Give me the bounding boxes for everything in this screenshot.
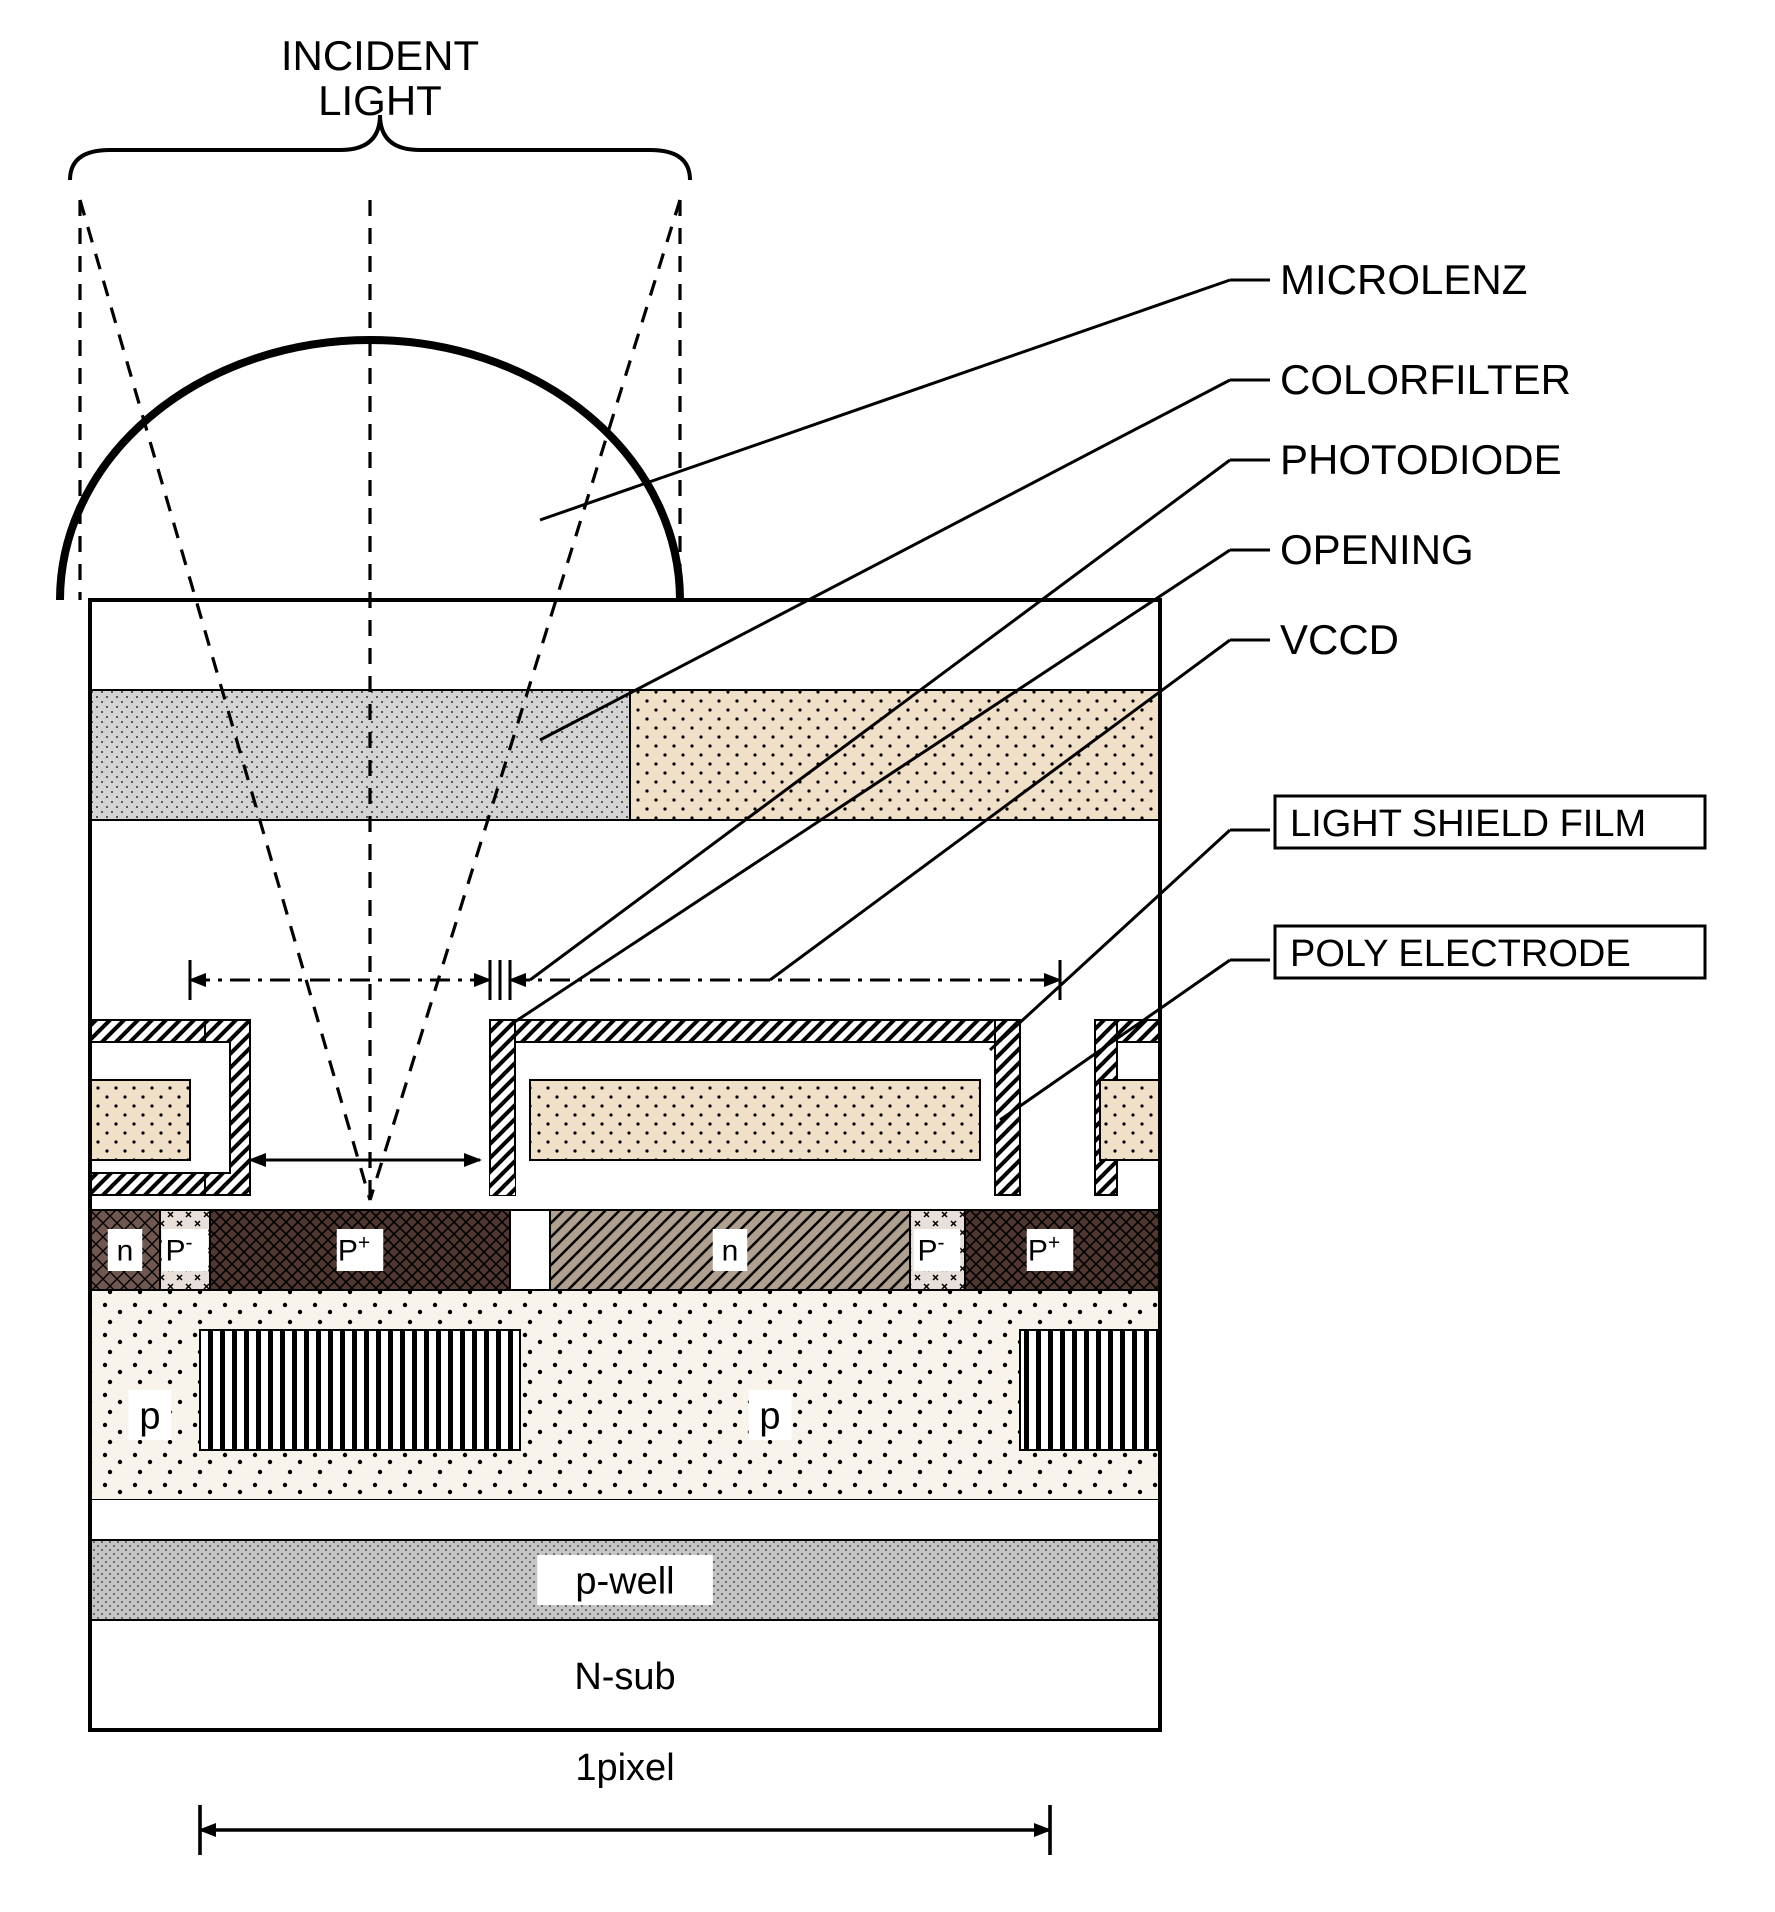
buried-left xyxy=(200,1330,520,1450)
incident-label-2: LIGHT xyxy=(318,77,442,124)
incident-label-1: INCIDENT xyxy=(281,40,479,79)
incident-brace xyxy=(70,115,690,180)
colorfilter-left xyxy=(90,690,630,820)
lightshield-label: LIGHT SHIELD FILM xyxy=(1290,803,1646,845)
svg-text:n: n xyxy=(722,1235,739,1268)
photodiode-label: PHOTODIODE xyxy=(1280,436,1562,483)
svg-text:p-well: p-well xyxy=(575,1560,674,1602)
svg-text:p: p xyxy=(759,1395,780,1437)
svg-text:n: n xyxy=(117,1235,134,1268)
svg-text:p: p xyxy=(139,1395,160,1437)
colorfilter-label: COLORFILTER xyxy=(1280,356,1571,403)
microlenz-label: MICROLENZ xyxy=(1280,256,1527,303)
vccd-label: VCCD xyxy=(1280,616,1399,663)
poly-electrode xyxy=(530,1080,980,1160)
buried-right xyxy=(1020,1330,1160,1450)
svg-text:N-sub: N-sub xyxy=(574,1656,675,1698)
pixel-label: 1pixel xyxy=(575,1747,674,1789)
poly-left-stub xyxy=(90,1080,190,1160)
polyelectrode-label: POLY ELECTRODE xyxy=(1290,933,1631,975)
ccd-pixel-cross-section: nP-P+nP-P+ppp-wellN-subINCIDENTLIGHT1pix… xyxy=(40,40,1735,1872)
shield-left-top xyxy=(90,1020,205,1042)
opening-label: OPENING xyxy=(1280,526,1474,573)
